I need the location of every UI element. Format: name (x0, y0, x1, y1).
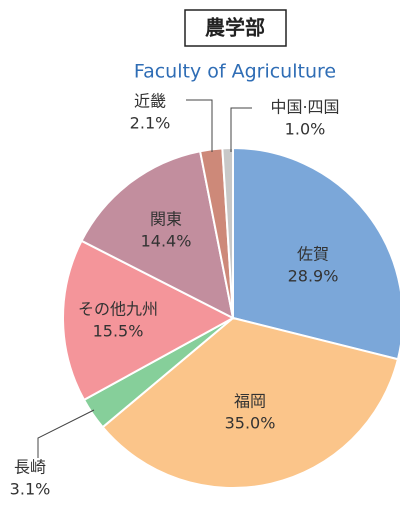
slice-label: 長崎 (14, 458, 46, 477)
slice-label: その他九州 (78, 300, 158, 319)
leader-line (230, 107, 252, 152)
slice-label: 中国·四国 (270, 98, 339, 117)
pie-slice (62, 239, 236, 402)
slice-value: 28.9% (288, 267, 339, 286)
pie-slice (221, 146, 234, 319)
slice-value: 1.0% (285, 120, 326, 139)
slice-label: 福岡 (234, 392, 266, 411)
slice-value: 35.0% (225, 414, 276, 433)
chart-subtitle: Faculty of Agriculture (134, 61, 336, 83)
slice-value: 2.1% (130, 114, 171, 133)
slice-label: 関東 (150, 210, 182, 229)
slice-label: 近畿 (134, 92, 166, 111)
chart-title: 農学部 (205, 16, 265, 40)
pie-slice (80, 150, 235, 320)
pie-slice (101, 316, 400, 489)
title-box (184, 9, 287, 47)
pie-slice (232, 146, 400, 361)
slice-value: 15.5% (93, 322, 144, 341)
slice-label: 佐賀 (297, 245, 329, 264)
slice-value: 14.4% (141, 232, 192, 251)
slice-value: 3.1% (10, 480, 51, 499)
leader-line (186, 99, 213, 152)
leader-line (37, 409, 95, 458)
